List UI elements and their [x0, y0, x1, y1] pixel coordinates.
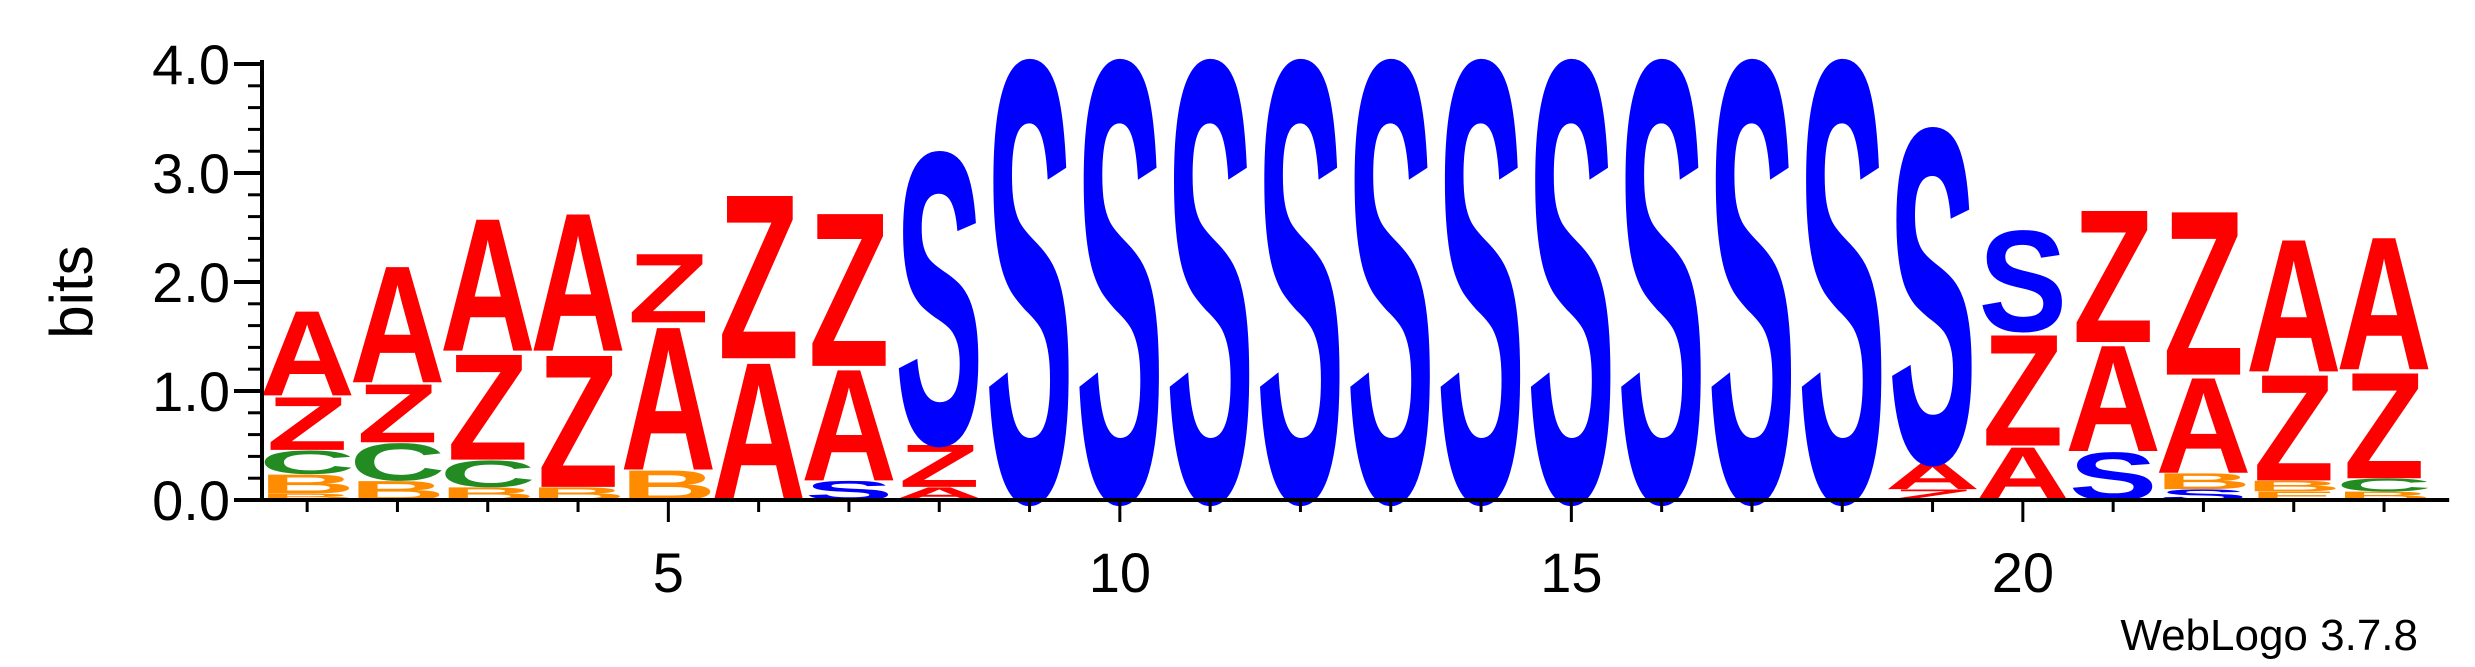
logo-letter-B: B: [2246, 478, 2342, 495]
logo-letter-S: S: [1888, 28, 1976, 564]
y-tick-label: 0.0: [152, 469, 230, 532]
logo-letter-S: S: [1166, 0, 1254, 634]
logo-letter-B: B: [259, 492, 355, 502]
logo-letter-Z: Z: [899, 432, 980, 500]
logo-letter-Z: Z: [808, 166, 889, 413]
logo-letter-S: S: [1437, 0, 1525, 634]
logo-letter-Z: Z: [2344, 342, 2425, 512]
x-tick-label: 10: [1089, 541, 1151, 604]
logo-letter-Z: Z: [628, 233, 709, 344]
logo-letter-Z: Z: [2253, 344, 2334, 514]
x-tick-label: 15: [1540, 541, 1602, 604]
logo-letter-C: C: [2336, 475, 2432, 495]
logo-letter-C: C: [440, 453, 536, 496]
weblogo-credit: WebLogo 3.7.8: [2120, 611, 2418, 660]
logo-letter-S: S: [1256, 0, 1344, 634]
logo-letter-A: A: [440, 179, 536, 391]
logo-letter-S: S: [895, 64, 983, 532]
logo-letter-S: S: [1617, 0, 1705, 634]
x-tick-label: 20: [1992, 541, 2054, 604]
logo-letter-A: A: [801, 337, 897, 515]
logo-letter-S: S: [1347, 0, 1435, 634]
logo-letter-Z: Z: [447, 323, 528, 493]
logo-letter-A: A: [2065, 314, 2161, 484]
logo-letter-Z: Z: [2073, 170, 2154, 382]
logo-letter-C: C: [259, 443, 355, 481]
logo-letter-S: S: [1979, 201, 2067, 363]
logo-letter-S: S: [1076, 0, 1164, 634]
y-axis-title: bits: [38, 245, 105, 338]
logo-letter-Z: Z: [357, 367, 438, 461]
logo-letter-A: A: [2156, 349, 2252, 502]
y-tick-label: 2.0: [152, 251, 230, 314]
logo-letter-A: A: [1885, 455, 1981, 498]
logo-letter-Z: Z: [718, 145, 799, 409]
logo-letter-B: B: [259, 469, 355, 500]
logo-letter-A: A: [350, 232, 446, 419]
logo-letter-A: A: [2336, 198, 2432, 410]
logo-letter-A: A: [620, 283, 716, 513]
y-tick-label: 1.0: [152, 360, 230, 423]
logo-letter-Z: Z: [267, 381, 348, 466]
logo-letter-A: A: [259, 285, 355, 421]
logo-letter-C: C: [350, 432, 446, 492]
logo-letter-Z: Z: [1982, 302, 2063, 480]
logo-letter-A: A: [530, 171, 626, 393]
x-tick-label: 5: [653, 541, 684, 604]
logo-letter-Z: Z: [538, 315, 619, 527]
logo-letter-S: S: [985, 0, 1073, 634]
logo-letter-B: B: [2156, 469, 2252, 494]
logo-letter-S: S: [1798, 0, 1886, 634]
y-axis: 0.0 1.0 2.0 3.0 4.0: [152, 33, 264, 532]
logo-letter-S: S: [1708, 0, 1796, 634]
logo-letter-S: S: [1527, 0, 1615, 634]
logo-letter-A: A: [2246, 200, 2342, 412]
y-tick-label: 3.0: [152, 142, 230, 205]
x-axis: 5 10 15 20: [260, 498, 2450, 604]
logo-letter-Z: Z: [2163, 161, 2244, 425]
y-tick-label: 4.0: [152, 33, 230, 96]
